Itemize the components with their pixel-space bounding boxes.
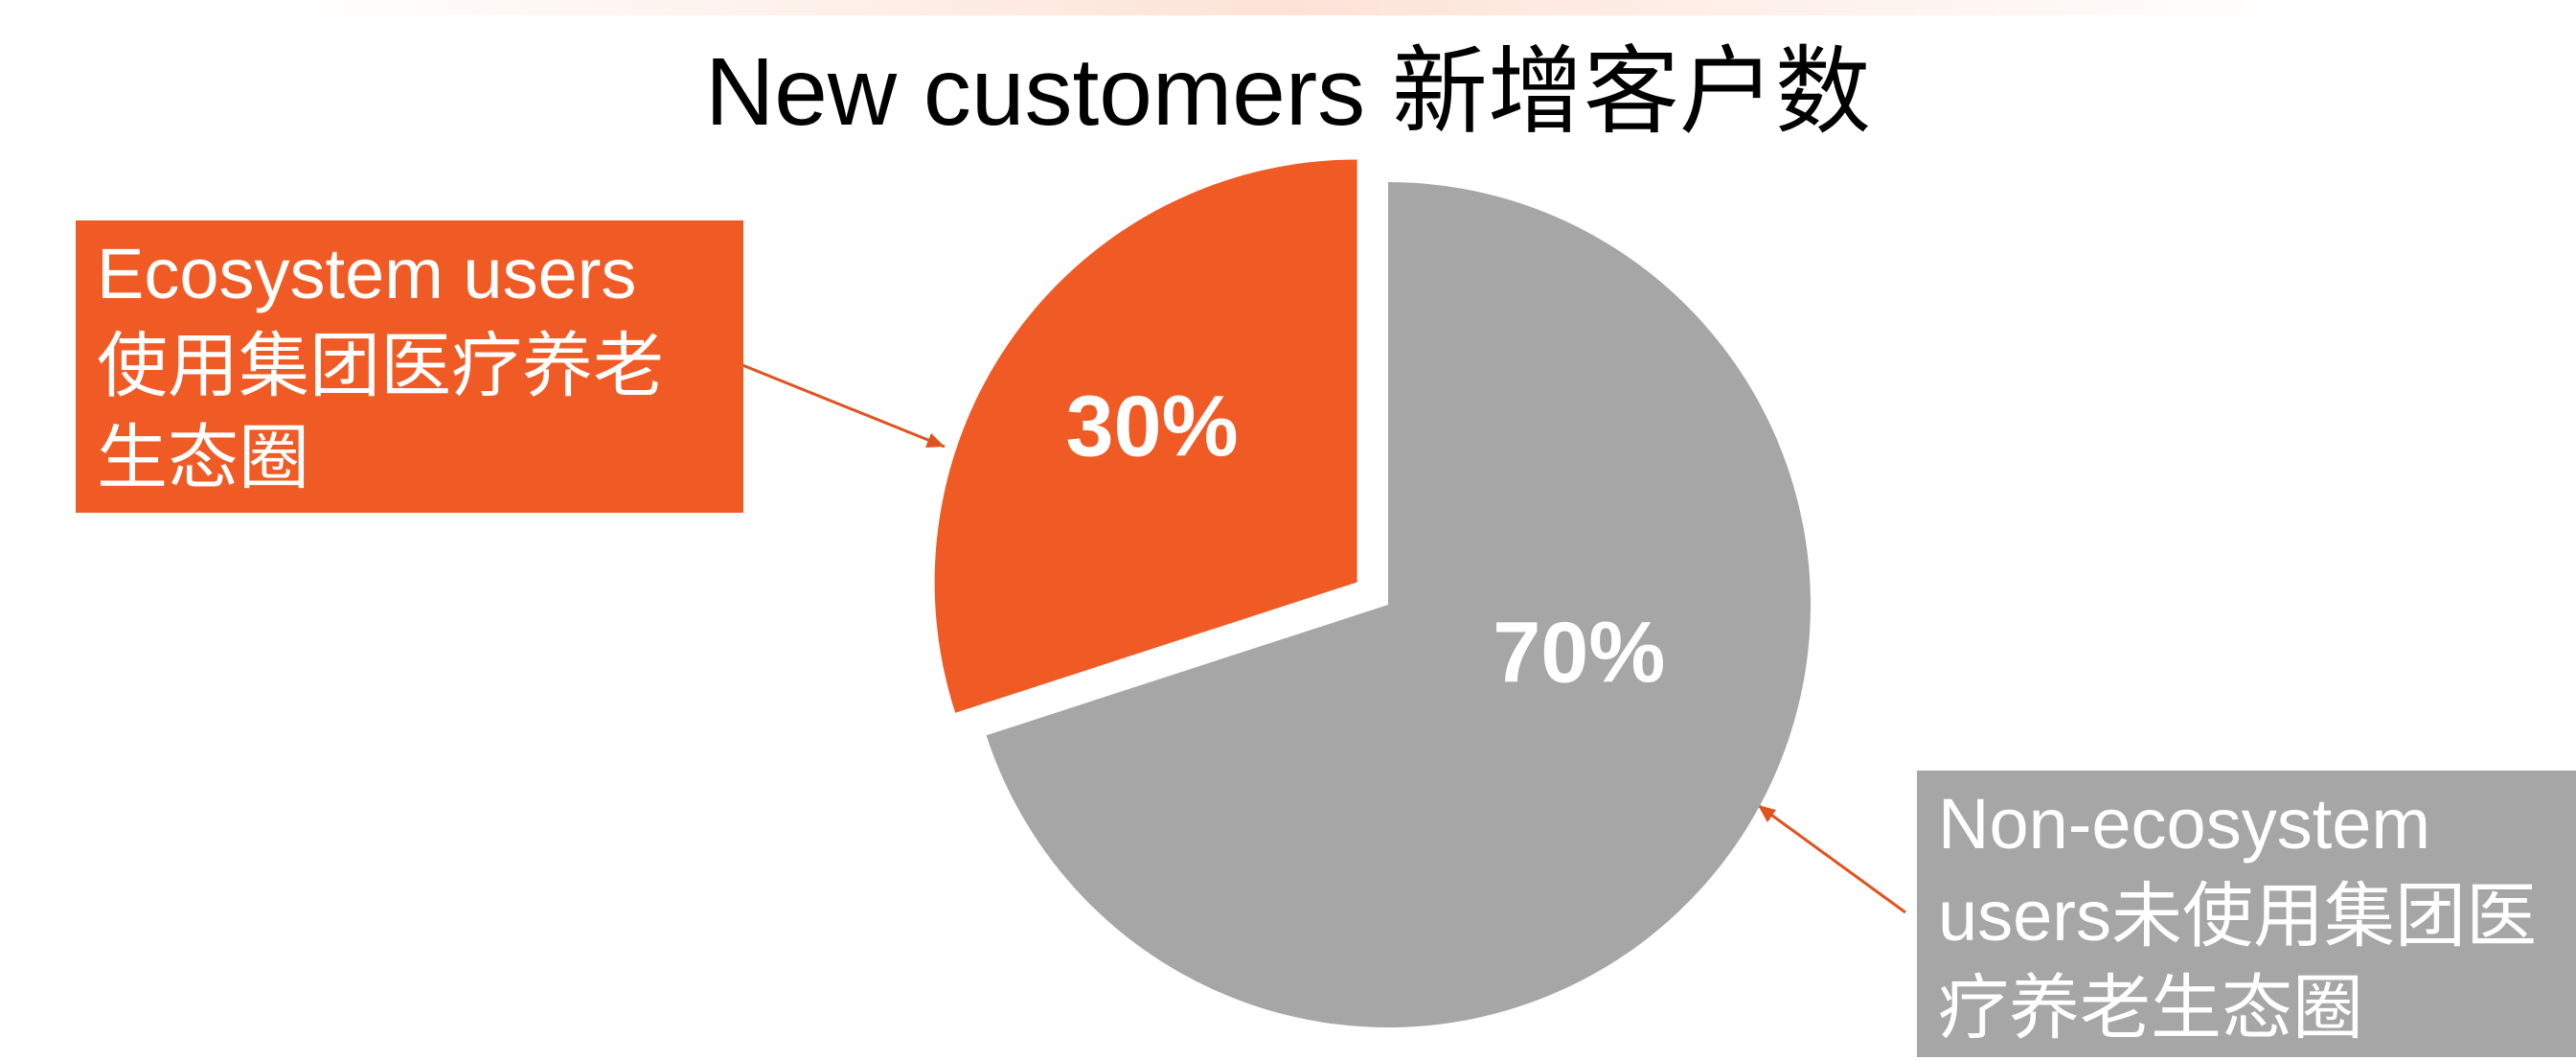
pie-slice	[986, 182, 1812, 1027]
callout-line	[1757, 803, 1906, 914]
chart-title: New customers 新增客户数	[705, 38, 1871, 146]
data-label: 70%	[1493, 606, 1665, 702]
callout-arrow	[1758, 805, 1776, 822]
category-label: Non-ecosystem users未使用集团医疗养老生态圈	[1917, 771, 2576, 1057]
top-band	[287, 0, 2299, 15]
data-label: 30%	[1066, 380, 1239, 475]
callout-arrow	[925, 433, 945, 448]
callout-line	[741, 363, 946, 449]
pie-slice	[934, 159, 1357, 713]
category-label: Ecosystem users 使用集团医疗养老生态圈	[76, 220, 743, 513]
